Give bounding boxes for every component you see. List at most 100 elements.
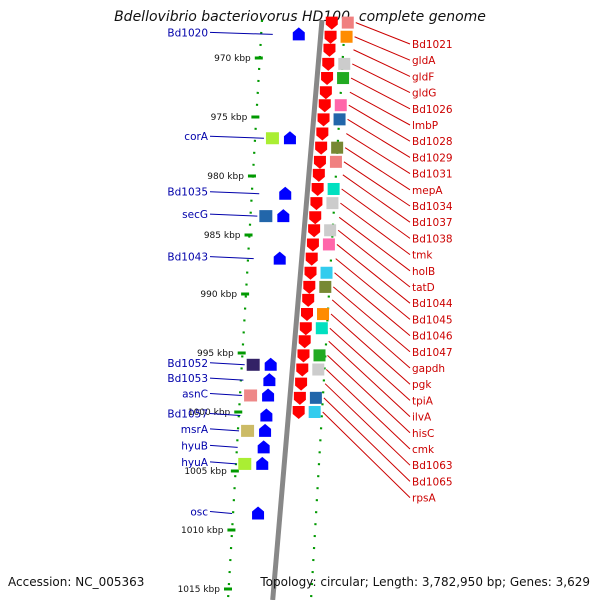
forward-gene-arrow <box>324 30 337 44</box>
forward-gene-arrow <box>299 322 312 336</box>
forward-gene-arrow <box>293 391 306 405</box>
forward-gene-label: mepA <box>412 185 443 197</box>
forward-gene-arrow <box>312 168 325 182</box>
operon-block <box>334 99 347 112</box>
forward-gene-callout <box>330 313 411 385</box>
reverse-gene-callout <box>209 510 233 514</box>
reverse-gene-callout <box>209 461 237 465</box>
forward-gene-arrow <box>298 335 311 349</box>
forward-gene-label: gldG <box>412 88 436 100</box>
scale-tick-label: 1010 kbp <box>181 526 224 536</box>
forward-gene-callout <box>353 49 411 77</box>
operon-block <box>312 363 325 376</box>
reverse-gene-callout <box>209 213 258 217</box>
accession-label: Accession: NC_005363 <box>8 575 145 589</box>
genome-title: Bdellovibrio bacteriovorus HD100, comple… <box>114 9 486 25</box>
operon-block <box>244 389 258 402</box>
operon-block <box>241 424 255 437</box>
forward-gene-arrow <box>325 16 338 30</box>
forward-gene-callout <box>332 286 411 353</box>
forward-gene-callout <box>348 104 411 142</box>
operon-block <box>322 238 335 251</box>
forward-gene-callout <box>336 244 411 304</box>
forward-gene-label: holB <box>412 266 435 278</box>
reverse-gene-callout <box>209 392 243 396</box>
operon-block <box>333 113 346 126</box>
reverse-gene-label: Bd1035 <box>167 187 208 199</box>
forward-gene-callout <box>346 133 411 175</box>
forward-gene-label: gapdh <box>412 363 445 375</box>
reverse-gene-callout <box>209 428 240 432</box>
forward-gene-label: Bd1028 <box>412 136 453 148</box>
reverse-gene-label: Bd1020 <box>167 27 208 39</box>
forward-gene-arrow <box>311 182 324 196</box>
scale-tick-label: 995 kbp <box>197 349 234 359</box>
forward-gene-arrow <box>318 99 331 113</box>
reverse-gene-callout <box>209 31 273 35</box>
forward-gene-arrow <box>308 224 321 238</box>
operon-block <box>337 72 350 85</box>
forward-gene-callout <box>342 174 411 223</box>
operon-block <box>329 155 342 168</box>
operon-block <box>331 141 344 154</box>
scale-tick-label: 985 kbp <box>204 231 241 241</box>
reverse-gene-arrow <box>273 251 286 265</box>
forward-gene-arrow <box>322 57 335 71</box>
forward-gene-arrow <box>319 86 332 100</box>
operon-block <box>308 406 321 418</box>
operon-block <box>320 266 333 279</box>
forward-gene-label: Bd1021 <box>412 39 453 51</box>
reverse-gene-label: asnC <box>182 388 208 400</box>
forward-gene-label: tatD <box>412 282 435 294</box>
forward-gene-label: Bd1044 <box>412 298 453 310</box>
forward-gene-callout <box>337 229 411 288</box>
forward-gene-callout <box>338 216 411 272</box>
scale-tick-label: 990 kbp <box>200 290 237 300</box>
forward-gene-label: cmk <box>412 444 435 456</box>
operon-block <box>317 308 330 321</box>
forward-gene-arrow <box>292 406 305 419</box>
forward-gene-label: hisC <box>412 428 434 440</box>
forward-gene-arrow <box>305 252 318 266</box>
forward-gene-label: Bd1063 <box>412 460 453 472</box>
forward-gene-arrow <box>310 197 323 211</box>
forward-gene-label: Bd1037 <box>412 217 453 229</box>
forward-gene-label: gldA <box>412 55 436 67</box>
operon-block <box>319 280 332 293</box>
forward-gene-label: Bd1045 <box>412 314 453 326</box>
forward-gene-arrow <box>321 72 334 86</box>
reverse-gene-arrow <box>260 408 273 422</box>
forward-gene-callout <box>355 22 411 45</box>
forward-gene-arrow <box>297 349 310 363</box>
reverse-gene-callout <box>209 362 245 366</box>
scale-tick-label: 1000 kbp <box>188 408 231 418</box>
forward-gene-label: Bd1026 <box>412 104 453 116</box>
reverse-gene-arrow <box>292 27 305 41</box>
operon-block <box>338 57 351 70</box>
forward-gene-arrow <box>306 238 319 252</box>
scale-tick-label: 1015 kbp <box>178 585 221 595</box>
scale-tick-label: 970 kbp <box>214 54 251 64</box>
forward-gene-callout <box>324 383 411 466</box>
forward-gene-callout <box>350 77 411 110</box>
forward-gene-label: pgk <box>412 379 432 391</box>
reverse-gene-label: corA <box>184 131 209 143</box>
forward-gene-label: tpiA <box>412 395 434 407</box>
forward-gene-label: Bd1065 <box>412 476 453 488</box>
reverse-gene-arrow <box>283 131 296 145</box>
forward-gene-callout <box>331 299 411 369</box>
forward-gene-arrow <box>323 43 336 57</box>
forward-gene-callout <box>323 397 411 482</box>
operon-block <box>327 182 340 195</box>
operon-block <box>341 16 354 29</box>
operon-block <box>315 322 328 335</box>
forward-gene-callout <box>344 147 411 191</box>
operon-block <box>265 132 279 145</box>
reverse-gene-arrow <box>263 373 276 387</box>
reverse-gene-label: osc <box>190 506 208 518</box>
operon-block <box>238 457 252 470</box>
forward-gene-arrow <box>309 211 322 225</box>
forward-gene-callout <box>340 202 411 256</box>
scale-tick-label: 975 kbp <box>211 113 248 123</box>
